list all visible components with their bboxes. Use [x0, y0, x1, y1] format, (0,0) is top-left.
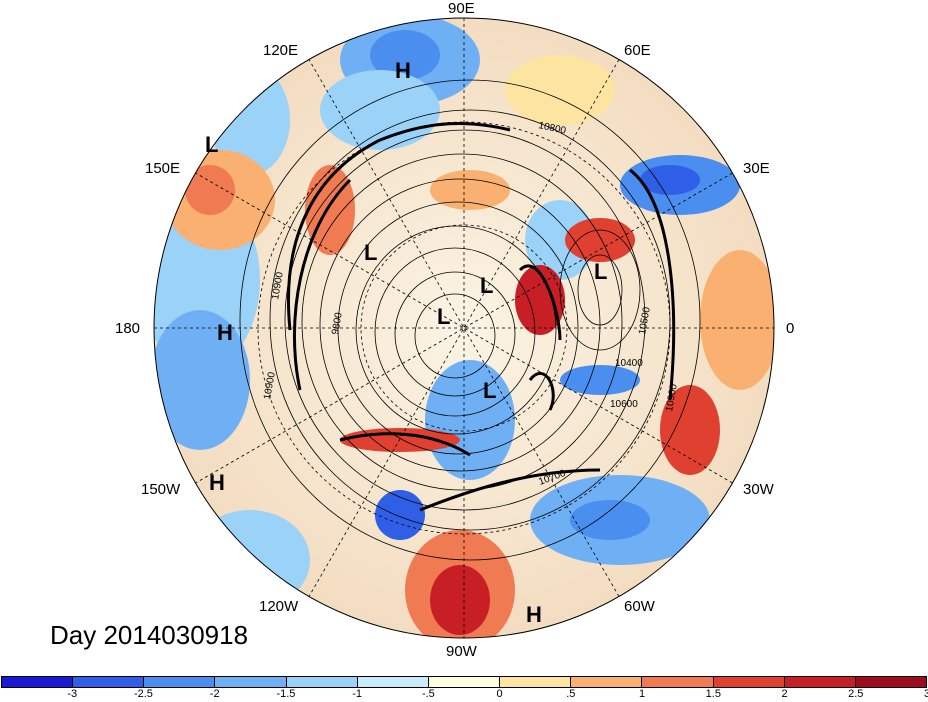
- contour-label: 9800: [330, 311, 345, 335]
- colorbar-tick-label: -3: [67, 688, 78, 700]
- colorbar-swatch: [428, 677, 501, 687]
- lon-label-180: 180: [115, 320, 141, 337]
- low-pressure-marker: L: [483, 378, 497, 403]
- lon-label-90e: 90E: [448, 0, 475, 17]
- lon-label-90w: 90W: [446, 643, 477, 660]
- colorbar-swatch: [286, 677, 358, 687]
- colorbar-swatch: [855, 677, 927, 687]
- colorbar: [1, 676, 927, 688]
- high-pressure-marker: H: [217, 320, 233, 345]
- lon-label-120e: 120E: [263, 42, 299, 59]
- colorbar-swatch: [500, 677, 572, 687]
- colorbar-swatch: [571, 677, 643, 687]
- lon-label-30e: 30E: [743, 160, 770, 177]
- jet-contours: [287, 121, 676, 512]
- colorbar-swatch: [784, 677, 856, 687]
- low-pressure-marker: L: [437, 304, 451, 329]
- lon-label-0: 0: [786, 320, 795, 337]
- high-pressure-marker: H: [526, 602, 542, 627]
- lon-label-30w: 30W: [743, 481, 774, 498]
- colorbar-tick-label: 1: [639, 688, 646, 700]
- colorbar-tick-label: -1: [352, 688, 363, 700]
- page-title: Day 2014030918: [50, 620, 249, 650]
- colorbar-swatch: [2, 677, 74, 687]
- colorbar-tick-label: -1.5: [276, 688, 296, 700]
- colorbar-tick-label: .5: [566, 688, 576, 700]
- colorbar-tick-label: -2: [209, 688, 220, 700]
- colorbar-swatch: [73, 677, 145, 687]
- contour-label: 10600: [610, 399, 638, 410]
- colorbar-tick-label: 0: [496, 688, 503, 700]
- colorbar-swatch: [144, 677, 216, 687]
- colorbar-tick-label: -2.5: [133, 688, 153, 700]
- colorbar-tick-label: 2: [781, 688, 788, 700]
- lon-label-150e: 150E: [145, 160, 181, 177]
- colorbar-tick-label: -.5: [421, 688, 435, 700]
- low-pressure-marker: L: [594, 259, 608, 284]
- lon-label-150w: 150W: [141, 481, 181, 498]
- map-boundary: [153, 17, 775, 639]
- contour-label: 10900: [270, 271, 286, 301]
- contour-label: 10900: [262, 371, 278, 401]
- colorbar-swatch: [215, 677, 287, 687]
- colorbar-swatch: [642, 677, 714, 687]
- colorbar-swatch: [713, 677, 785, 687]
- contour-label: 10500: [637, 306, 653, 336]
- colorbar-swatch: [357, 677, 429, 687]
- colorbar-tick-label: 3: [923, 688, 928, 700]
- high-pressure-marker: H: [395, 58, 411, 83]
- low-pressure-marker: L: [364, 240, 378, 265]
- lon-label-60w: 60W: [624, 598, 655, 615]
- colorbar-tick-label: 1.5: [705, 688, 721, 700]
- lon-label-120w: 120W: [259, 598, 299, 615]
- graticule: [154, 18, 774, 638]
- low-pressure-marker: L: [205, 132, 219, 157]
- high-pressure-marker: H: [209, 470, 225, 495]
- lon-label-60e: 60E: [624, 42, 651, 59]
- colorbar-tick-label: 2.5: [848, 688, 864, 700]
- contour-label: 10900: [664, 383, 680, 413]
- low-pressure-marker: L: [480, 273, 494, 298]
- contour-label: 10400: [615, 358, 643, 369]
